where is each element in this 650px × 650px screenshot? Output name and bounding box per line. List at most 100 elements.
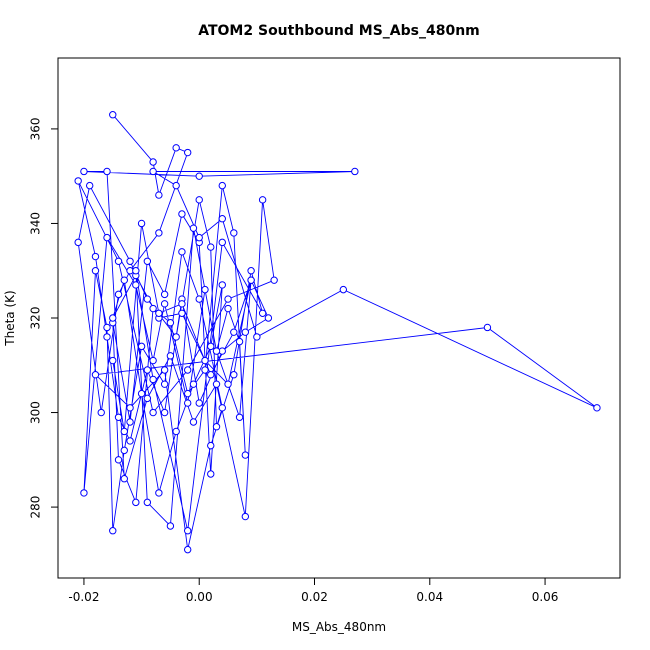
data-point [195, 233, 203, 242]
data-point [120, 475, 128, 483]
x-axis-label: MS_Abs_480nm [292, 620, 386, 634]
data-point [126, 437, 134, 445]
x-tick-label: 0.02 [301, 590, 328, 604]
data-point [80, 489, 88, 497]
data-point [195, 399, 203, 407]
data-point [195, 172, 203, 180]
data-point [155, 489, 163, 497]
data-point [132, 281, 140, 289]
data-point [207, 470, 215, 478]
data-point [195, 196, 203, 204]
data-point [218, 281, 226, 289]
data-point [143, 498, 152, 507]
data-point [218, 215, 226, 223]
data-point [207, 342, 215, 351]
data-point [183, 148, 192, 157]
data-point [166, 319, 175, 327]
chart-title: ATOM2 Southbound MS_Abs_480nm [198, 23, 480, 39]
data-point [103, 167, 111, 176]
data-point [351, 167, 359, 176]
data-point [253, 333, 261, 341]
data-point [212, 423, 221, 431]
data-point [160, 380, 169, 388]
data-point [109, 527, 117, 535]
x-tick-label: -0.02 [68, 590, 99, 604]
data-point [126, 404, 134, 412]
y-tick-label: 340 [29, 212, 43, 235]
data-point [74, 238, 82, 247]
y-tick-label: 280 [29, 496, 43, 519]
data-point [143, 366, 152, 374]
x-tick-label: 0.04 [416, 590, 443, 604]
data-point [143, 394, 152, 403]
series-line [77, 114, 598, 550]
data-point [155, 191, 163, 199]
data-point [132, 267, 140, 275]
data-point [155, 309, 163, 317]
data-point [178, 300, 186, 308]
data-point [137, 389, 146, 398]
data-point [241, 451, 250, 459]
data-point [120, 427, 128, 436]
data-point [172, 181, 180, 190]
data-point [149, 408, 157, 417]
data-point [166, 522, 175, 530]
data-point [114, 257, 123, 265]
data-point [270, 276, 278, 284]
data-point [149, 304, 157, 313]
data-point [172, 427, 180, 436]
data-point [258, 309, 267, 317]
x-axis: -0.02 0.00 0.02 0.04 0.06 [68, 577, 559, 604]
data-point [97, 408, 105, 417]
data-point [126, 418, 134, 426]
data-point [235, 413, 244, 421]
data-point [137, 219, 146, 228]
data-point [224, 380, 232, 388]
data-point [218, 238, 226, 247]
data-point [114, 290, 123, 299]
data-point [160, 300, 169, 308]
data-point [109, 314, 117, 322]
data-point [235, 337, 244, 346]
data-point [207, 441, 215, 450]
data-point [126, 257, 134, 265]
data-point [166, 352, 175, 360]
data-point [224, 295, 232, 303]
data-point [230, 229, 238, 237]
data-point [241, 512, 250, 521]
data-point [109, 356, 117, 365]
data-point [201, 356, 209, 365]
data-point [155, 229, 163, 237]
data-point [230, 328, 238, 336]
data-point [593, 404, 601, 412]
data-point [183, 389, 192, 398]
data-point [143, 257, 152, 265]
data-point [160, 290, 169, 299]
data-point [183, 366, 192, 374]
data-point [247, 276, 255, 284]
data-point [241, 328, 250, 336]
data-point [74, 177, 82, 185]
data-point [183, 545, 192, 554]
y-tick-label: 360 [29, 117, 43, 140]
data-point [91, 371, 100, 379]
data-point [207, 371, 215, 379]
data-point [149, 356, 157, 365]
x-tick-label: 0.06 [532, 590, 559, 604]
data-point [86, 181, 94, 190]
data-point [143, 295, 152, 303]
data-point [212, 347, 221, 355]
data-point [114, 456, 123, 464]
data-point [189, 224, 198, 232]
y-tick-label: 300 [29, 401, 43, 424]
data-point [183, 527, 192, 535]
data-point [172, 144, 180, 152]
data-point [230, 371, 238, 379]
data-point [201, 366, 209, 374]
data-point [172, 333, 180, 341]
data-point [109, 111, 117, 119]
data-point [218, 404, 226, 412]
x-tick-label: 0.00 [186, 590, 213, 604]
data-point [137, 342, 146, 351]
